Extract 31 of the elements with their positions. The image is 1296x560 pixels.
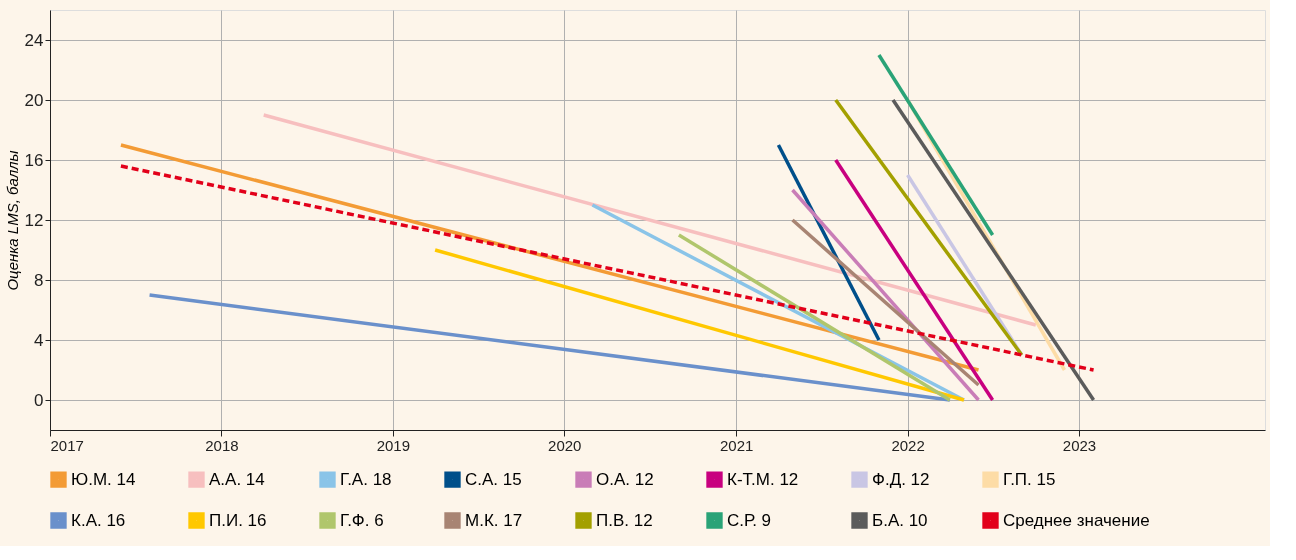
y-axis-title: Оценка LMS, баллы <box>3 150 21 291</box>
y-tick-label: 16 <box>24 150 44 170</box>
legend-label: П.В. 12 <box>596 510 653 530</box>
legend-label: Ю.М. 14 <box>71 469 136 489</box>
legend-label: Ф.Д. 12 <box>872 469 930 489</box>
legend-label: Б.А. 10 <box>872 510 928 530</box>
y-tick-label: 8 <box>34 270 44 290</box>
x-tick-label: 2019 <box>376 436 411 454</box>
legend-label: С.Р. 9 <box>727 510 772 530</box>
x-tick-label: 2020 <box>548 436 582 454</box>
x-tick-label: 2022 <box>891 436 925 454</box>
legend-label: Г.Ф. 6 <box>340 510 384 530</box>
legend-label: Г.П. 15 <box>1003 469 1056 489</box>
y-tick-label: 20 <box>24 90 44 110</box>
y-tick-label: 4 <box>34 330 44 350</box>
legend-label: К.А. 16 <box>71 510 126 530</box>
y-tick-label: 12 <box>24 210 44 230</box>
legend-label: М.К. 17 <box>465 510 523 530</box>
legend-label: П.И. 16 <box>209 510 267 530</box>
x-tick-label: 2021 <box>719 436 754 454</box>
x-tick-label: 2023 <box>1062 436 1097 454</box>
legend-label: Среднее значение <box>1003 510 1150 530</box>
y-tick-label: 0 <box>34 390 44 410</box>
legend-label: О.А. 12 <box>596 469 654 489</box>
x-tick-label: 2018 <box>205 436 239 454</box>
y-tick-label: 24 <box>24 30 44 50</box>
legend-label: С.А. 15 <box>465 469 522 489</box>
x-tick-label: 2017 <box>50 436 84 454</box>
legend-label: К-Т.М. 12 <box>727 469 799 489</box>
legend-label: Г.А. 18 <box>340 469 392 489</box>
legend-label: А.А. 14 <box>209 469 265 489</box>
